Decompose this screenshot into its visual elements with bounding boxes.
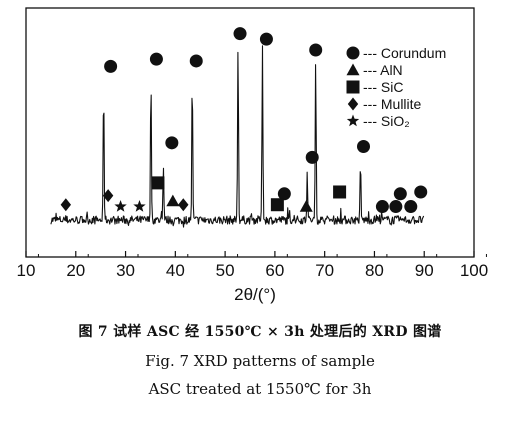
circle-marker-corundum [375,200,389,214]
circle-marker-corundum [404,200,418,214]
circle-marker-corundum [389,200,403,214]
x-axis-label: 2θ/(°) [234,285,276,304]
figure-caption-english-line1: Fig. 7 XRD patterns of sample [145,352,375,370]
diamond-marker-mullite [178,198,189,212]
xrd-pattern-line [50,45,425,228]
x-tick-label: 60 [265,261,284,280]
triangle-marker-aln [166,194,180,207]
circle-marker-corundum [149,52,163,66]
diamond-marker-mullite [60,198,72,212]
x-tick-label: 90 [415,261,434,280]
circle-marker-corundum [414,185,428,199]
legend-label: --- AlN [363,62,403,78]
phase-markers [60,27,428,214]
star-marker-sio [114,200,127,212]
legend: --- Corundum--- AlN--- SiC--- Mullite---… [346,45,446,129]
x-tick-label: 50 [216,261,235,280]
square-marker-sic [333,185,347,199]
x-tick-label: 70 [315,261,334,280]
square-marker-sic [151,176,165,190]
legend-marker-star [346,114,360,127]
figure-caption-chinese: 图 7 试样 ASC 经 1550℃ × 3h 处理后的 XRD 图谱 [78,324,442,340]
circle-marker-corundum [189,54,203,68]
x-tick-label: 20 [66,261,85,280]
legend-marker-triangle [346,63,360,76]
legend-marker-circle [346,46,360,60]
x-tick-label: 80 [365,261,384,280]
x-tick-label: 40 [166,261,185,280]
triangle-marker-aln [299,200,313,212]
circle-marker-corundum [165,136,179,150]
square-marker-sic [270,198,284,212]
circle-marker-corundum [356,139,370,153]
circle-marker-corundum [309,43,323,57]
circle-marker-corundum [259,32,273,46]
figure-caption-english-line2: ASC treated at 1550℃ for 3h [148,380,372,398]
x-tick-label: 30 [116,261,135,280]
plot-frame [25,7,475,258]
circle-marker-corundum [104,59,118,73]
x-tick-label: 100 [460,261,488,280]
x-axis-ticks: 10 20 30 40 50 60 70 80 90 100 [17,251,488,280]
legend-label: --- Mullite [363,96,422,112]
legend-label: --- Corundum [363,45,446,61]
legend-label: --- SiO₂ [363,113,410,129]
legend-marker-diamond [347,97,359,111]
legend-label: --- SiC [363,79,403,95]
star-marker-sio [133,200,146,212]
x-tick-label: 10 [17,261,36,280]
legend-marker-square [346,80,360,94]
circle-marker-corundum [233,27,247,41]
diamond-marker-mullite [102,189,114,203]
circle-marker-corundum [277,187,291,201]
circle-marker-corundum [305,150,319,164]
circle-marker-corundum [393,187,407,201]
